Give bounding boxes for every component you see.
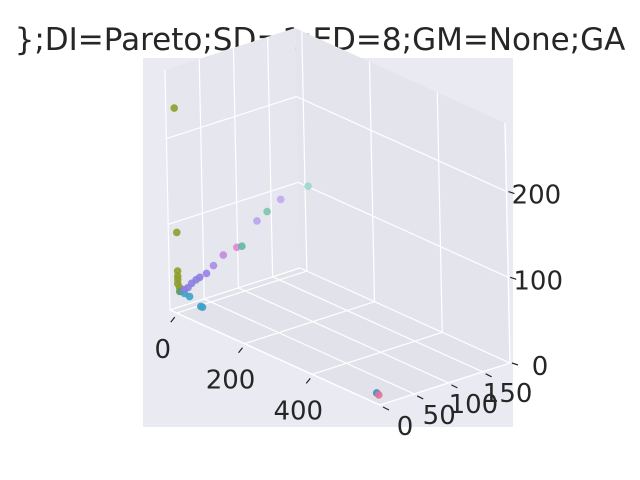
y-tick-mark: [485, 373, 492, 378]
grid-z-back: [296, 96, 507, 193]
left-pane: [165, 28, 300, 310]
z-tick-mark: [508, 191, 515, 195]
y-tick-label: 0: [397, 412, 414, 442]
grid-z-left: [168, 181, 299, 225]
x-tick-mark: [170, 316, 176, 323]
grid-x-floor: [244, 301, 375, 345]
x-tick-label: 400: [273, 396, 323, 426]
scatter-point: [170, 104, 178, 112]
data-points: [170, 104, 383, 399]
y-tick-mark: [382, 406, 390, 411]
grid-x-back: [368, 61, 376, 302]
z-tick-mark: [510, 276, 517, 280]
scatter-point: [209, 261, 218, 270]
scatter-point: [276, 195, 285, 204]
z-tick-label: 0: [532, 352, 549, 382]
scatter-point: [263, 207, 271, 216]
y-tick-mark: [451, 384, 458, 389]
y-axis-line: [379, 362, 511, 406]
z-tick-mark: [511, 362, 519, 366]
z-tick-label: 100: [513, 266, 563, 296]
axis-lines: [169, 122, 511, 406]
y-tick-label: 150: [483, 379, 533, 409]
scatter-point: [375, 391, 383, 399]
grid-z-back: [299, 267, 511, 364]
x-tick-mark: [238, 347, 243, 354]
grid-lines: [164, 31, 511, 406]
x-tick-label: 200: [206, 366, 256, 396]
y-tick-label: 50: [423, 401, 456, 431]
scatter-point: [198, 303, 207, 312]
y-tick-mark: [416, 395, 424, 400]
x-tick-mark: [305, 377, 311, 384]
grid-y-left: [267, 36, 274, 277]
grid-y-floor: [203, 298, 415, 395]
grid-x-back: [301, 31, 308, 272]
scatter-point: [304, 182, 312, 190]
grid-z-back: [297, 181, 509, 278]
grid-y-floor: [238, 287, 449, 384]
grid-y-floor: [272, 276, 483, 373]
scatter-point: [173, 228, 181, 237]
scatter-point: [196, 273, 204, 282]
grid-y-left: [164, 69, 171, 311]
scatter-point: [253, 217, 261, 225]
grid-x-back: [436, 92, 443, 333]
grid-x-floor: [312, 331, 443, 375]
scatter-point: [219, 251, 228, 259]
x-tick-label: 0: [155, 335, 172, 365]
x-axis-line: [169, 309, 381, 406]
scatter-point: [185, 292, 194, 301]
y-tick-label: 100: [449, 390, 499, 420]
floor-pane: [170, 268, 510, 405]
grid-y-left: [198, 58, 205, 299]
grid-z-left: [166, 96, 297, 140]
grid-z-left: [169, 267, 301, 311]
scatter-point: [238, 242, 246, 250]
z-axis-line: [504, 122, 511, 364]
scatter-point: [202, 269, 211, 278]
axis-panes: [165, 28, 510, 405]
z-tick-label: 200: [512, 181, 562, 211]
back-pane: [295, 28, 510, 363]
